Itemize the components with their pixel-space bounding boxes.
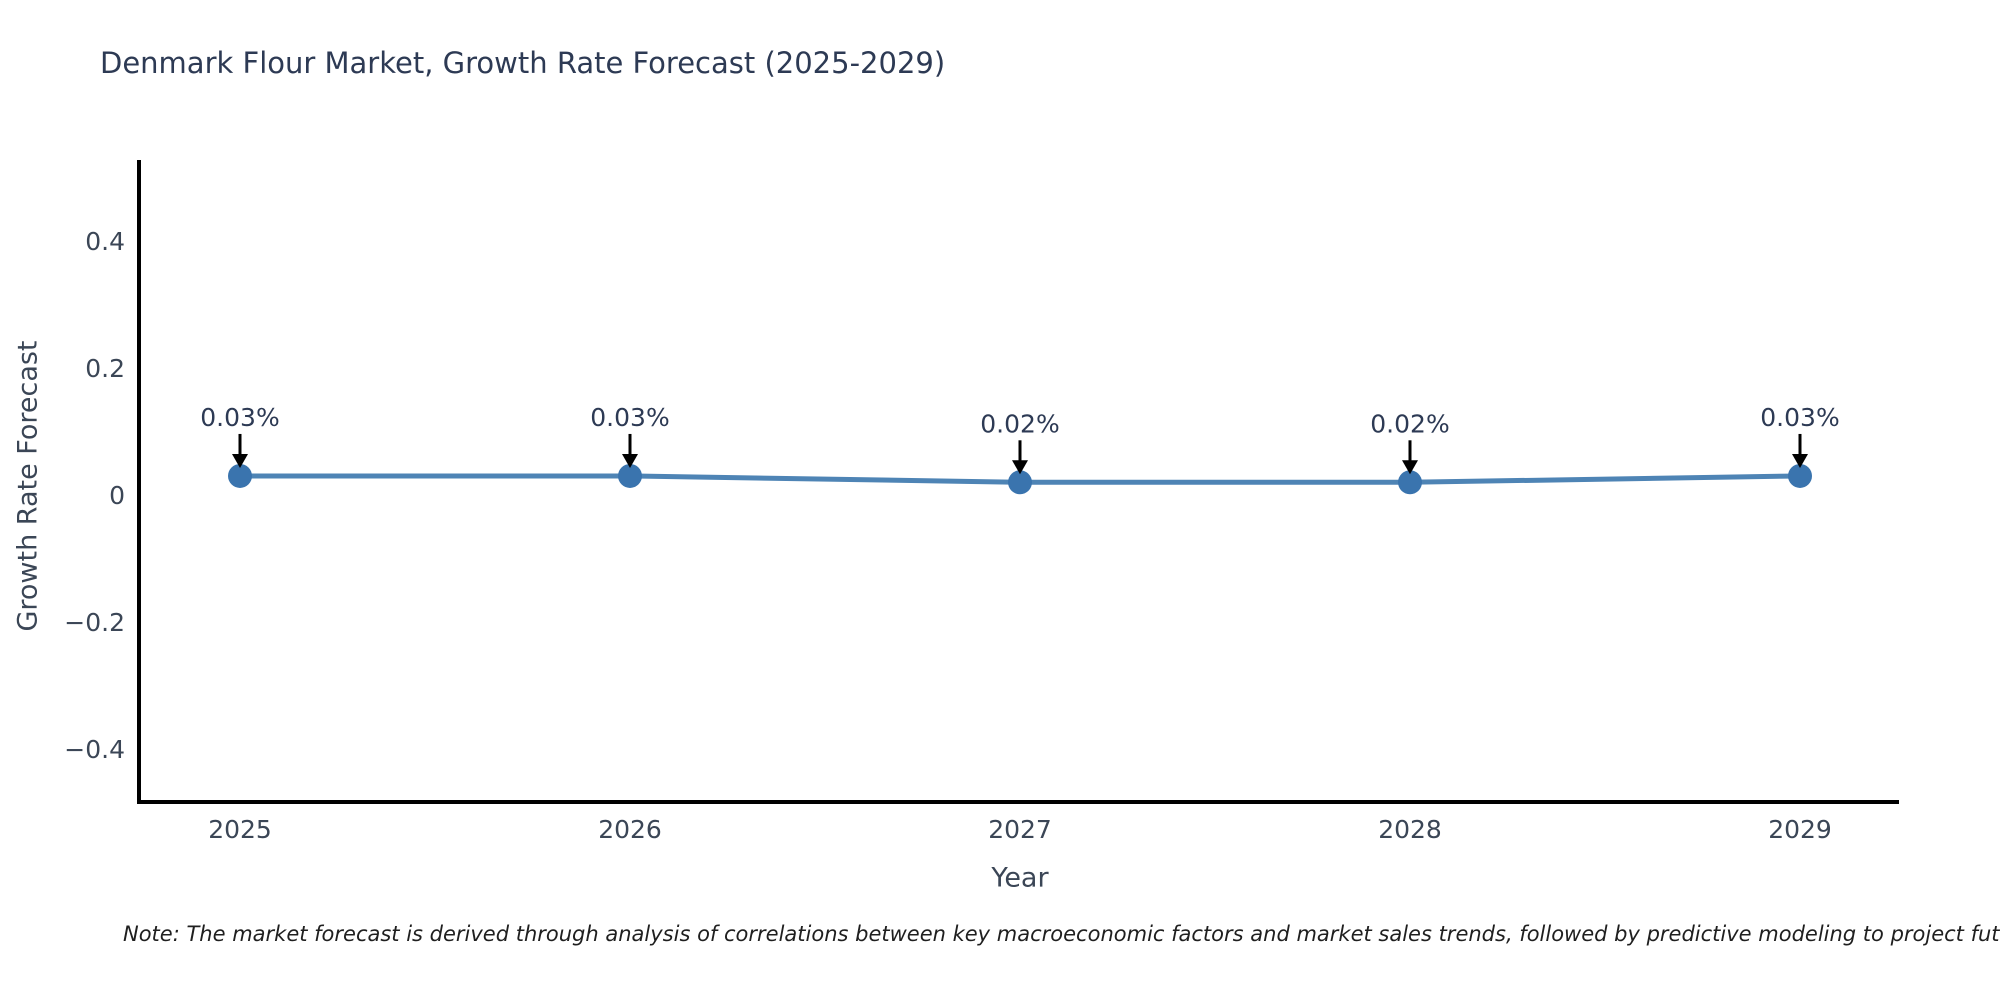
annotation-label: 0.02% <box>980 409 1059 438</box>
x-tick-label: 2027 <box>988 815 1052 844</box>
annotation-label: 0.02% <box>1370 409 1449 438</box>
annotation-arrowhead <box>232 453 248 468</box>
annotation-arrowhead <box>1012 460 1028 475</box>
y-tick-label: −0.2 <box>64 608 125 637</box>
y-tick-label: 0.4 <box>85 227 125 256</box>
x-tick-label: 2028 <box>1378 815 1442 844</box>
data-point-marker <box>1398 470 1422 495</box>
data-point-marker <box>228 463 252 488</box>
x-tick-label: 2026 <box>598 815 662 844</box>
x-tick-label: 2025 <box>208 815 272 844</box>
data-point-marker <box>1008 470 1032 495</box>
y-tick-label: 0.2 <box>85 354 125 383</box>
y-tick-label: −0.4 <box>64 735 125 764</box>
data-point-marker <box>618 463 642 488</box>
data-point-marker <box>1788 463 1812 488</box>
chart-title: Denmark Flour Market, Growth Rate Foreca… <box>100 46 946 80</box>
annotation-arrowhead <box>1402 460 1418 475</box>
annotation-label: 0.03% <box>1760 403 1839 432</box>
x-axis-title: Year <box>991 862 1049 894</box>
x-tick-label: 2029 <box>1768 815 1832 844</box>
y-axis-spine <box>137 160 141 804</box>
annotation-label: 0.03% <box>200 403 279 432</box>
y-tick-label: 0 <box>109 481 125 510</box>
annotation-arrowhead <box>622 453 638 468</box>
footnote: Note: The market forecast is derived thr… <box>123 922 2000 946</box>
annotation-arrowhead <box>1792 453 1808 468</box>
x-axis-spine <box>137 800 1899 804</box>
annotation-label: 0.03% <box>590 403 669 432</box>
